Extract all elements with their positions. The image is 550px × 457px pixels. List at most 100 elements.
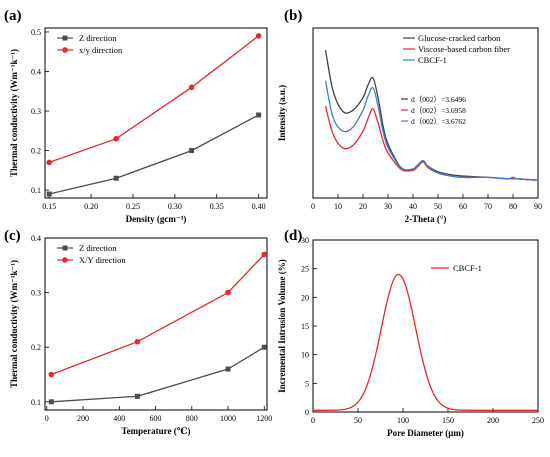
plot-frame — [44, 237, 268, 411]
data-point — [46, 159, 52, 166]
y-axis-label: Thermal conductivity (Wm⁻¹k⁻¹) — [9, 260, 19, 388]
y-tick-label: 0 — [305, 408, 309, 417]
x-tick-label: 10 — [334, 202, 342, 211]
y-tick-label: 20 — [301, 293, 309, 302]
data-point — [134, 338, 141, 345]
x-tick-label: 50 — [354, 416, 362, 425]
x-tick-label: 80 — [509, 202, 517, 211]
legend-label: Z direction — [79, 33, 117, 43]
x-tick-label: 1200 — [256, 414, 272, 423]
series-line — [49, 114, 259, 195]
data-point — [134, 393, 140, 399]
panel-b: (b) 0 10 20 30 40 50 60 70 80 90 2-Theta (°) Intensi… — [277, 8, 542, 224]
data-point — [113, 135, 120, 142]
x-tick-label: 100 — [397, 416, 409, 425]
data-point — [188, 84, 195, 91]
legend-marker — [62, 257, 68, 263]
legend-marker — [62, 47, 68, 53]
y-tick-label: 0.2 — [31, 343, 41, 352]
x-tick-label: 0.15 — [42, 202, 56, 211]
x-tick-label: 150 — [442, 416, 454, 425]
x-tick-label: 1000 — [220, 414, 236, 423]
y-axis-label: Incremental Intrusion Volume (%) — [277, 259, 287, 393]
y-tick-label: 0.1 — [31, 186, 41, 195]
data-point — [225, 289, 231, 296]
x-tick-label: 60 — [459, 202, 467, 211]
y-tick-label: 10 — [301, 351, 309, 360]
panel-a: (a) 0.15 0.20 0.25 0.30 0.35 0.40 0.1 0.2 0.3 0.4 0… — [4, 8, 268, 224]
legend-label: Viscose-based carbon fiber — [418, 44, 510, 54]
panel-c: (c) 0 200 400 600 800 1000 1200 0.1 0.2 0.3 0.4 Temp… — [4, 228, 272, 436]
x-axis-label: 2-Theta (°) — [405, 214, 447, 224]
y-tick-label: 0.3 — [31, 107, 41, 116]
data-point — [48, 371, 55, 378]
x-tick-label: 0.35 — [210, 202, 224, 211]
x-tick-label: 800 — [186, 414, 198, 423]
x-tick-label: 600 — [150, 414, 162, 423]
y-axis-label: Intensity (a.u.) — [277, 85, 287, 141]
x-tick-label: 0 — [311, 416, 315, 425]
y-tick-label: 0.4 — [31, 234, 41, 243]
panel-letter: (d) — [284, 228, 302, 244]
y-tick-label: 30 — [301, 236, 309, 245]
y-tick-label: 25 — [301, 265, 309, 274]
legend-label: Glucose-cracked carbon — [418, 33, 501, 43]
legend-label: CBCF-1 — [418, 55, 447, 65]
x-tick-label: 400 — [113, 414, 125, 423]
series-line — [324, 80, 539, 181]
legend-label: x/y direction — [79, 45, 123, 55]
legend-label: Z direction — [79, 243, 117, 253]
y-tick-label: 0.5 — [31, 28, 41, 37]
y-tick-label: 0.2 — [31, 147, 41, 156]
x-axis-label: Density (gcm⁻³) — [126, 214, 187, 224]
data-point — [48, 399, 54, 405]
x-tick-label: 20 — [359, 202, 367, 211]
series-line — [51, 346, 265, 403]
x-tick-label: 0 — [311, 202, 315, 211]
data-point — [256, 112, 262, 118]
x-tick-label: 90 — [534, 202, 542, 211]
panel-letter: (c) — [4, 228, 21, 244]
series-line — [324, 49, 539, 181]
x-axis-label: Temperature (℃) — [121, 426, 190, 436]
series-line — [48, 35, 259, 164]
data-point — [46, 191, 52, 197]
y-tick-label: 0.4 — [31, 67, 41, 76]
y-axis-label: Thermal conductivity (Wm⁻¹k⁻¹) — [9, 49, 19, 177]
data-point — [189, 148, 195, 154]
panel-letter: (b) — [284, 8, 302, 24]
x-tick-label: 200 — [487, 416, 499, 425]
panel-d: (d) 0 50 100 150 200 250 0 5 10 15 20 25 30 Pore Diame… — [277, 228, 544, 438]
d-spacing-annotation: d（002）=3.6958 — [411, 106, 466, 115]
x-tick-label: 0 — [45, 414, 49, 423]
x-tick-label: 250 — [532, 416, 544, 425]
y-tick-label: 0.1 — [31, 398, 41, 407]
y-tick-label: 5 — [305, 379, 309, 388]
x-axis-label: Pore Diameter (μm) — [387, 428, 464, 438]
legend-label: X/Y direction — [79, 255, 126, 265]
d-spacing-annotation: d（002）=3.6496 — [411, 95, 466, 104]
data-point — [261, 344, 267, 350]
plot-frame — [312, 239, 539, 413]
x-tick-label: 50 — [434, 202, 442, 211]
legend-label: CBCF-1 — [453, 263, 482, 273]
plot-frame — [44, 27, 268, 199]
data-point — [261, 251, 268, 258]
x-tick-label: 40 — [409, 202, 417, 211]
panel-letter: (a) — [4, 8, 22, 24]
x-tick-label: 0.25 — [126, 202, 140, 211]
data-point — [113, 175, 119, 181]
data-point — [255, 33, 262, 39]
y-tick-label: 15 — [301, 322, 309, 331]
x-tick-label: 0.20 — [84, 202, 98, 211]
x-tick-label: 30 — [384, 202, 392, 211]
legend-marker — [62, 245, 68, 251]
x-tick-label: 0.30 — [168, 202, 182, 211]
x-tick-label: 0.40 — [252, 202, 266, 211]
x-tick-label: 70 — [484, 202, 492, 211]
legend-marker — [62, 35, 68, 41]
series-line — [51, 253, 265, 376]
y-tick-label: 0.3 — [31, 289, 41, 298]
data-point — [225, 366, 231, 372]
